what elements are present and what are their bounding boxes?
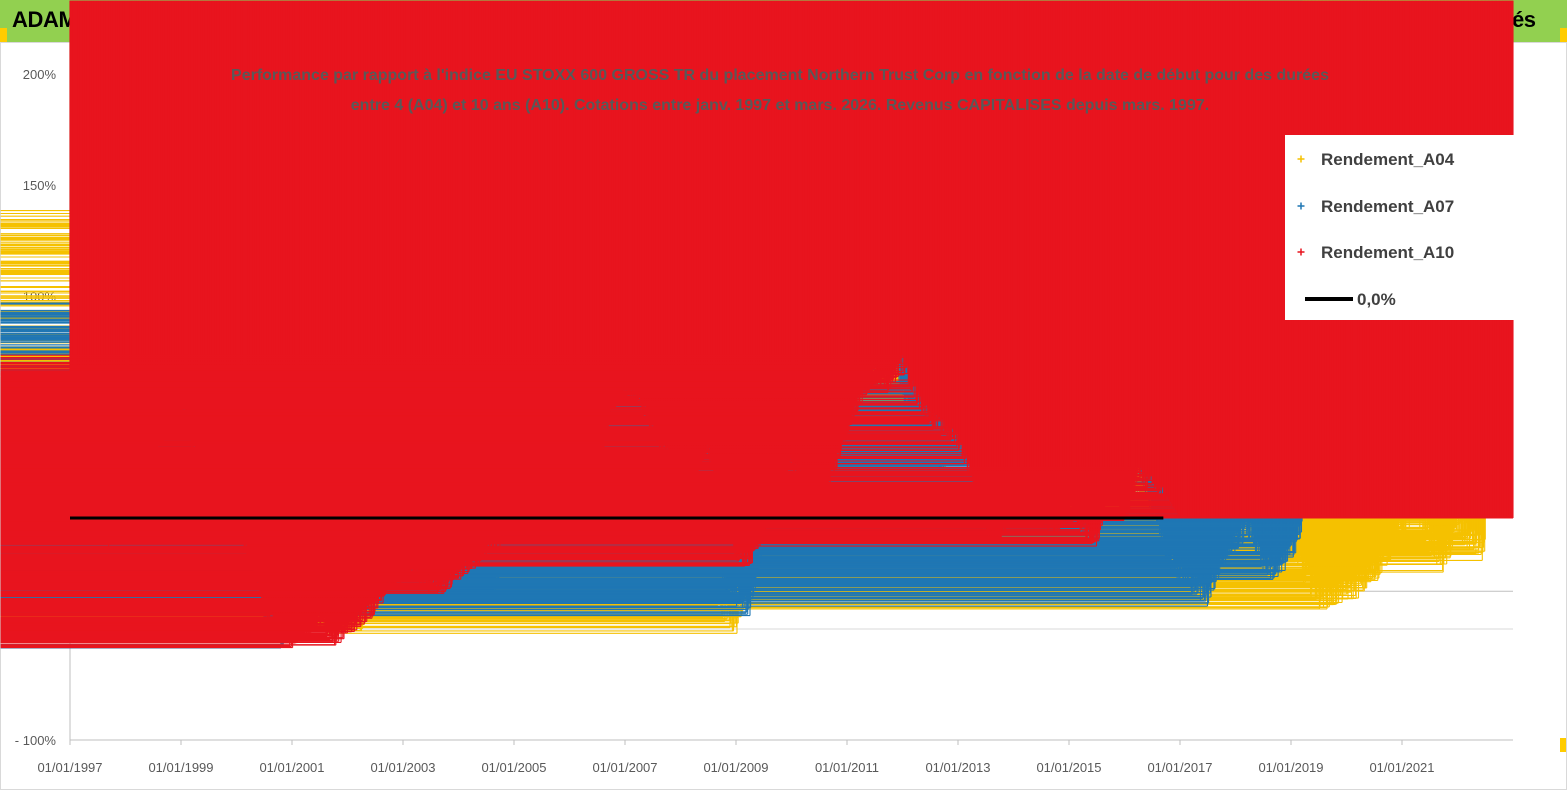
x-tick-label: 01/01/2005 [481, 760, 546, 775]
x-tick-label: 01/01/2013 [925, 760, 990, 775]
corner-mark-top-left [0, 28, 7, 42]
data-point [0, 0, 79, 240]
x-tick-label: 01/01/2017 [1147, 760, 1212, 775]
data-point [0, 0, 76, 392]
x-tick-label: 01/01/2001 [259, 760, 324, 775]
x-tick-label: 01/01/2015 [1036, 760, 1101, 775]
x-axis-ticks: 01/01/1997 01/01/1999 01/01/2001 01/01/2003… [37, 740, 1435, 775]
data-point [0, 0, 77, 245]
x-tick-label: 01/01/2021 [1369, 760, 1434, 775]
x-tick-label: 01/01/2019 [1258, 760, 1323, 775]
x-tick-label: 01/01/2009 [703, 760, 768, 775]
x-tick-label: 01/01/2011 [815, 760, 879, 775]
data-point [0, 0, 75, 274]
x-tick-label: 01/01/2007 [592, 760, 657, 775]
y-tick-label: - 100% [15, 733, 57, 748]
x-tick-label: 01/01/1999 [148, 760, 213, 775]
x-tick-label: 01/01/2003 [370, 760, 435, 775]
data-point [0, 0, 78, 239]
data-point [0, 0, 77, 253]
data-point [0, 0, 75, 251]
corner-mark-top-right [1560, 28, 1567, 42]
data-point [0, 0, 76, 246]
x-tick-label: 01/01/1997 [37, 760, 102, 775]
data-point [0, 0, 80, 247]
y-tick-label: 150% [23, 178, 57, 193]
corner-mark-bottom-right [1560, 738, 1567, 752]
data-point [0, 0, 77, 392]
y-tick-label: 200% [23, 67, 57, 82]
data-point [0, 0, 80, 245]
